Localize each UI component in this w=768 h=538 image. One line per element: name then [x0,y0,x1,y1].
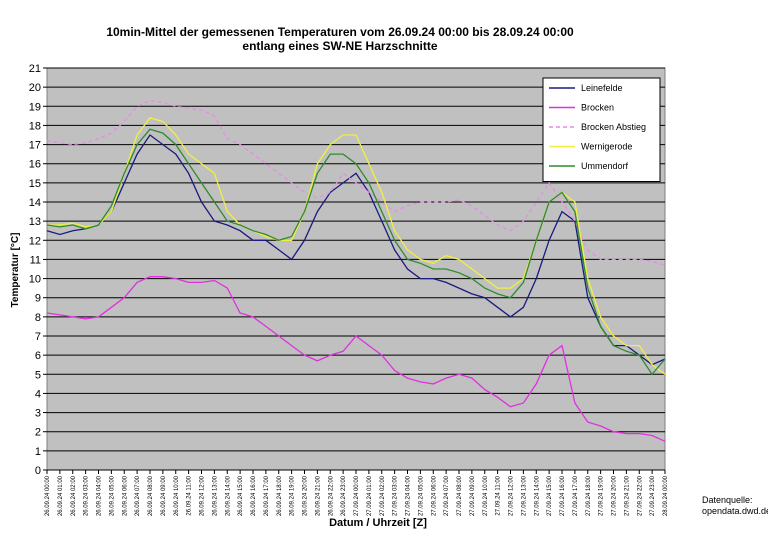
x-tick-label: 26.09.24 08:00 [148,475,154,516]
series-line [46,128,666,376]
x-tick-label: 26.09.24 05:00 [109,475,115,516]
y-tick-label: 8 [35,312,41,324]
x-tick-label: 26.09.24 04:00 [97,475,103,516]
x-tick-label: 26.09.24 13:00 [212,475,218,516]
x-tick-label: 26.09.24 18:00 [277,475,283,516]
legend-label: Leinefelde [581,83,623,93]
x-tick-label: 27.09.24 19:00 [599,475,605,516]
y-tick-label: 15 [29,178,41,190]
y-tick-label: 6 [35,350,41,362]
x-tick-label: 26.09.24 09:00 [161,475,167,516]
x-tick-label: 26.09.24 19:00 [290,475,296,516]
y-tick-label: 12 [29,235,41,247]
x-tick-label: 27.09.24 11:00 [496,475,502,515]
x-tick-label: 27.09.24 13:00 [521,475,527,516]
legend-box [542,77,661,182]
y-axis-label: Temperatur [°C] [10,233,21,308]
legend-label: Ummendorf [581,161,629,171]
y-tick-label: 17 [29,140,41,152]
series-line [46,276,666,442]
x-tick-label: 27.09.24 21:00 [624,475,630,516]
chart-title: 10min-Mittel der gemessenen Temperaturen… [106,25,574,39]
x-tick-label: 28.09.24 00:00 [663,475,669,516]
source-note: Datenquelle: [702,495,753,505]
y-tick-label: 21 [29,63,41,75]
x-tick-label: 27.09.24 10:00 [483,475,489,516]
y-tick-label: 0 [35,465,41,477]
x-tick-label: 27.09.24 14:00 [534,475,540,516]
y-tick-label: 10 [29,274,41,286]
x-tick-label: 27.09.24 15:00 [547,475,553,516]
x-tick-label: 26.09.24 20:00 [303,475,309,516]
x-tick-label: 26.09.24 23:00 [341,475,347,516]
x-tick-label: 26.09.24 16:00 [251,475,257,516]
x-tick-label: 26.09.24 21:00 [315,475,321,516]
y-tick-label: 18 [29,120,41,132]
y-tick-label: 13 [29,216,41,228]
x-tick-label: 27.09.24 20:00 [612,475,618,516]
x-tick-label: 26.09.24 07:00 [135,475,141,516]
legend-label: Brocken Abstieg [581,122,646,132]
y-tick-label: 9 [35,293,41,305]
x-tick-label: 26.09.24 11:00 [187,475,193,515]
chart-subtitle: entlang eines SW-NE Harzschnitte [242,39,437,53]
x-tick-label: 27.09.24 04:00 [406,475,412,516]
x-tick-label: 27.09.24 02:00 [380,475,386,516]
x-tick-label: 27.09.24 06:00 [431,475,437,516]
x-tick-label: 27.09.24 16:00 [560,475,566,516]
x-tick-label: 27.09.24 22:00 [637,475,643,516]
y-tick-label: 3 [35,408,41,420]
series-line [46,134,666,366]
x-tick-label: 27.09.24 18:00 [586,475,592,516]
x-tick-label: 27.09.24 09:00 [470,475,476,516]
x-axis-label: Datum / Uhrzeit [Z] [329,517,427,529]
x-tick-label: 27.09.24 23:00 [650,475,656,516]
x-tick-label: 27.09.24 05:00 [418,475,424,516]
x-tick-label: 26.09.24 00:00 [45,475,51,516]
x-tick-label: 26.09.24 06:00 [122,475,128,516]
x-tick-label: 27.09.24 07:00 [444,475,450,516]
y-tick-label: 1 [35,446,41,458]
legend-label: Brocken [581,103,614,113]
y-tick-label: 14 [29,197,41,209]
y-tick-label: 16 [29,159,41,171]
y-tick-label: 7 [35,331,41,343]
x-tick-label: 26.09.24 14:00 [225,475,231,516]
x-tick-label: 27.09.24 01:00 [367,475,373,516]
x-tick-label: 27.09.24 00:00 [354,475,360,516]
x-tick-label: 27.09.24 08:00 [457,475,463,516]
x-tick-label: 27.09.24 03:00 [393,475,399,516]
legend-label: Wernigerode [581,142,632,152]
source-note: opendata.dwd.de [702,506,768,516]
x-tick-label: 27.09.24 17:00 [573,475,579,516]
y-tick-label: 4 [35,388,41,400]
x-tick-label: 26.09.24 17:00 [264,475,270,516]
x-tick-label: 27.09.24 12:00 [509,475,515,516]
x-tick-label: 26.09.24 10:00 [174,475,180,516]
y-tick-label: 20 [29,82,41,94]
y-tick-label: 11 [30,254,41,266]
x-tick-label: 26.09.24 22:00 [328,475,334,516]
x-tick-label: 26.09.24 02:00 [71,475,77,516]
x-tick-label: 26.09.24 01:00 [58,475,64,516]
y-tick-label: 19 [29,101,41,113]
x-tick-label: 26.09.24 12:00 [200,475,206,516]
y-tick-label: 5 [35,369,41,381]
x-tick-label: 26.09.24 03:00 [84,475,90,516]
series-line [46,99,666,266]
x-tick-label: 26.09.24 15:00 [238,475,244,516]
y-tick-label: 2 [35,427,41,439]
